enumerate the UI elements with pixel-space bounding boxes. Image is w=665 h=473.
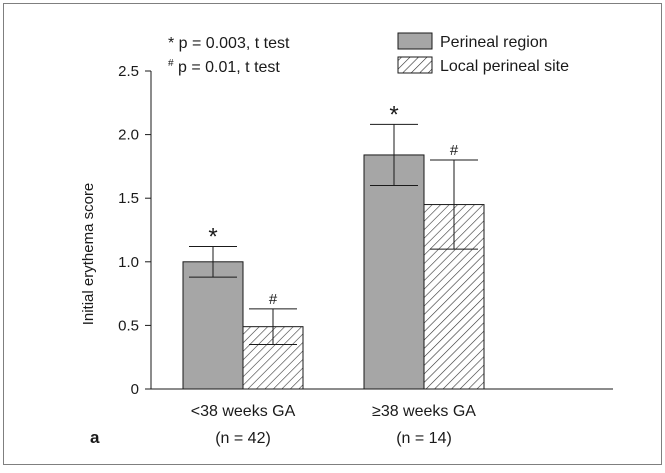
legend-label-0: Perineal region — [440, 34, 548, 51]
hash-note-text: p = 0.01, t test — [174, 59, 281, 76]
bar-s0-g1 — [363, 154, 425, 390]
legend-label-1: Local perineal site — [440, 58, 569, 75]
significance-marker-s0-g0: * — [208, 224, 217, 251]
significance-note-star: * p = 0.003, t test — [168, 35, 290, 52]
axes: 0 0.5 1.0 1.5 2.0 2.5 <38 weeks GA (n = 42) ≥38 … — [118, 63, 613, 447]
legend: Perineal region Local perineal site — [397, 32, 569, 75]
significance-note-hash: # p = 0.01, t test — [168, 58, 280, 76]
significance-marker-s1-g0: # — [269, 291, 278, 308]
y-tick-label-0: 0 — [131, 381, 139, 398]
panel-label: a — [90, 428, 100, 447]
x-category-sublabel-0: (n = 42) — [215, 430, 271, 447]
y-axis-label: Initial erythema score — [80, 183, 97, 326]
y-tick-label-5: 2.5 — [118, 63, 139, 80]
y-tick-label-1: 0.5 — [118, 317, 139, 334]
bars-layer: * * # # — [182, 101, 485, 390]
y-tick-label-4: 2.0 — [118, 127, 139, 144]
x-category-label-0: <38 weeks GA — [191, 403, 296, 420]
y-tick-label-3: 1.5 — [118, 190, 139, 207]
hash-superscript: # — [168, 58, 174, 69]
legend-swatch-0 — [397, 32, 433, 50]
significance-marker-s0-g1: * — [389, 101, 398, 128]
outer-border — [3, 3, 662, 465]
legend-swatch-1 — [397, 56, 433, 74]
significance-marker-s1-g1: # — [450, 142, 459, 159]
x-category-label-1: ≥38 weeks GA — [372, 403, 476, 420]
x-category-sublabel-1: (n = 14) — [396, 430, 452, 447]
y-tick-label-2: 1.0 — [118, 254, 139, 271]
bar-s0-g0 — [182, 261, 244, 390]
